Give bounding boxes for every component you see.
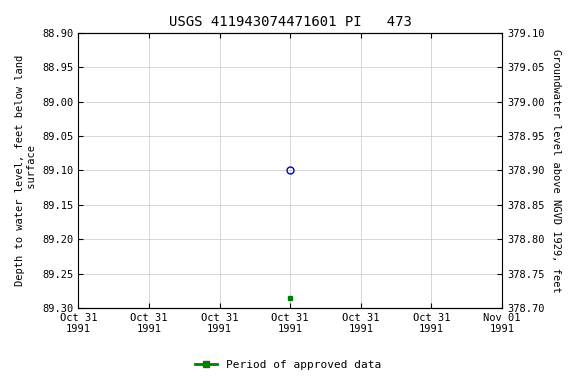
Y-axis label: Groundwater level above NGVD 1929, feet: Groundwater level above NGVD 1929, feet: [551, 49, 561, 292]
Title: USGS 411943074471601 PI   473: USGS 411943074471601 PI 473: [169, 15, 412, 29]
Legend: Period of approved data: Period of approved data: [191, 356, 385, 375]
Y-axis label: Depth to water level, feet below land
 surface: Depth to water level, feet below land su…: [15, 55, 37, 286]
